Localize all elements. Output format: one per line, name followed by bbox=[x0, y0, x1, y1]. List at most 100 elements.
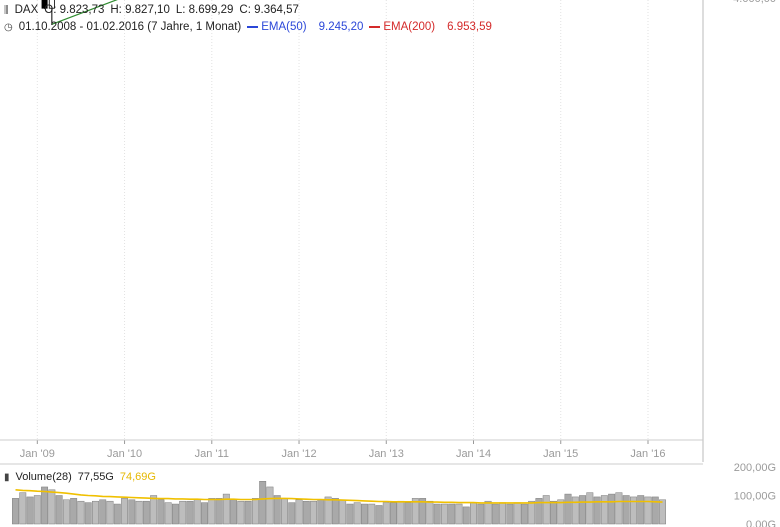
volume-bar bbox=[230, 499, 238, 525]
volume-bar bbox=[142, 500, 150, 525]
volume-header: ▮ Volume(28) 77,55G 74,69G bbox=[4, 471, 162, 483]
volume-bar bbox=[353, 502, 361, 525]
volume-bar bbox=[571, 496, 579, 525]
volume-bar bbox=[77, 500, 85, 525]
volume-bar bbox=[535, 498, 543, 525]
volume-bar bbox=[41, 486, 49, 525]
volume-bar bbox=[222, 493, 230, 525]
candles bbox=[41, 0, 55, 26]
volume-average-line bbox=[15, 489, 663, 504]
volume-bar bbox=[266, 486, 274, 525]
y-axis-tick-label: 4.000,00 bbox=[733, 0, 776, 5]
candle-body-down bbox=[41, 0, 48, 9]
volume-label: Volume(28) bbox=[15, 471, 72, 483]
volume-bar bbox=[295, 499, 303, 525]
volume-bar bbox=[288, 502, 296, 525]
volume-bar bbox=[477, 503, 485, 525]
volume-bar bbox=[201, 502, 208, 525]
volume-bar bbox=[659, 499, 666, 525]
volume-bar bbox=[106, 500, 114, 525]
volume-bar bbox=[470, 502, 477, 525]
volume-bar bbox=[150, 495, 158, 525]
x-axis-tick-label: Jan '09 bbox=[20, 448, 55, 460]
volume-bar bbox=[600, 495, 608, 525]
volume-bar bbox=[411, 498, 419, 525]
volume-bar bbox=[630, 496, 637, 525]
volume-bar bbox=[244, 500, 252, 525]
close-value: C: 9.364,57 bbox=[239, 4, 299, 16]
volume-bar bbox=[324, 496, 332, 525]
volume-bar bbox=[215, 498, 223, 525]
volume-bar bbox=[157, 499, 165, 525]
volume-bar bbox=[390, 502, 397, 525]
volume-bar bbox=[644, 496, 652, 525]
volume-bar bbox=[237, 500, 245, 525]
volume-bar bbox=[491, 503, 499, 525]
volume-bar bbox=[440, 503, 448, 525]
ema50-legend[interactable]: EMA(50) bbox=[247, 21, 312, 33]
volume-average-layer bbox=[15, 489, 663, 504]
volume-bar bbox=[339, 499, 347, 525]
volume-bar bbox=[179, 500, 187, 525]
ema50-swatch bbox=[247, 25, 259, 28]
low-value: L: 8.699,29 bbox=[175, 4, 234, 16]
volume-value: 77,55G bbox=[77, 471, 114, 483]
volume-bar bbox=[55, 495, 63, 525]
volume-bar bbox=[586, 492, 594, 525]
volume-bar bbox=[186, 500, 194, 525]
x-axis-tick-label: Jan '16 bbox=[630, 448, 665, 460]
x-axis-tick-label: Jan '10 bbox=[107, 448, 142, 460]
ema200-swatch bbox=[369, 25, 381, 28]
volume-bar bbox=[404, 502, 412, 525]
volume-bar bbox=[368, 503, 376, 525]
volume-bar bbox=[281, 498, 288, 525]
header-row-2: ◷ 01.10.2008 - 01.02.2016 (7 Jahre, 1 Mon… bbox=[4, 21, 498, 33]
volume-bar bbox=[273, 495, 281, 525]
volume-bar bbox=[397, 500, 405, 525]
volume-bar bbox=[520, 503, 528, 525]
ema50-value: 9.245,20 bbox=[318, 21, 364, 33]
volume-bar bbox=[26, 496, 34, 525]
volume-bar bbox=[506, 503, 514, 525]
volume-bar bbox=[259, 481, 267, 525]
volume-bar bbox=[462, 506, 470, 525]
ema200-legend[interactable]: EMA(200) bbox=[369, 21, 441, 33]
volume-bar bbox=[542, 495, 550, 525]
volume-bars bbox=[12, 481, 666, 525]
volume-bar bbox=[310, 500, 318, 525]
ema50-label: EMA(50) bbox=[261, 21, 307, 33]
volume-bar bbox=[251, 498, 259, 525]
date-range: 01.10.2008 - 01.02.2016 (7 Jahre, 1 Mona… bbox=[18, 21, 242, 33]
volume-bar bbox=[579, 495, 587, 525]
candle bbox=[48, 0, 55, 26]
volume-bar bbox=[375, 505, 383, 525]
symbol-label: DAX bbox=[14, 4, 39, 16]
chart-type-icon[interactable]: ⫼ bbox=[4, 5, 9, 16]
volume-bar bbox=[608, 493, 616, 525]
volume-bar bbox=[193, 499, 201, 525]
high-value: H: 9.827,10 bbox=[110, 4, 170, 16]
volume-bar bbox=[615, 492, 623, 525]
ema200-label: EMA(200) bbox=[383, 21, 436, 33]
volume-bar bbox=[361, 503, 368, 525]
volume-bar bbox=[171, 503, 179, 525]
x-axis-tick-label: Jan '15 bbox=[543, 448, 578, 460]
volume-average-value: 74,69G bbox=[119, 471, 156, 483]
volume-axis-tick-label: 0,00G bbox=[746, 519, 776, 527]
candle bbox=[41, 0, 48, 9]
open-value: O: 9.823,73 bbox=[44, 4, 105, 16]
volume-bar bbox=[70, 498, 78, 525]
volume-bar bbox=[84, 502, 92, 525]
volume-bar bbox=[564, 493, 572, 525]
volume-bar bbox=[528, 500, 536, 525]
header-row-1: ⫼ DAX O: 9.823,73 H: 9.827,10 L: 8.699,29 C: … bbox=[4, 4, 305, 16]
volume-bar bbox=[484, 500, 492, 525]
volume-bar bbox=[651, 496, 659, 525]
volume-axis-tick-label: 200,00G bbox=[734, 462, 776, 474]
volume-bar bbox=[331, 498, 339, 525]
volume-bar bbox=[92, 500, 99, 525]
candle-body-up bbox=[48, 0, 55, 9]
volume-bar bbox=[455, 503, 463, 525]
